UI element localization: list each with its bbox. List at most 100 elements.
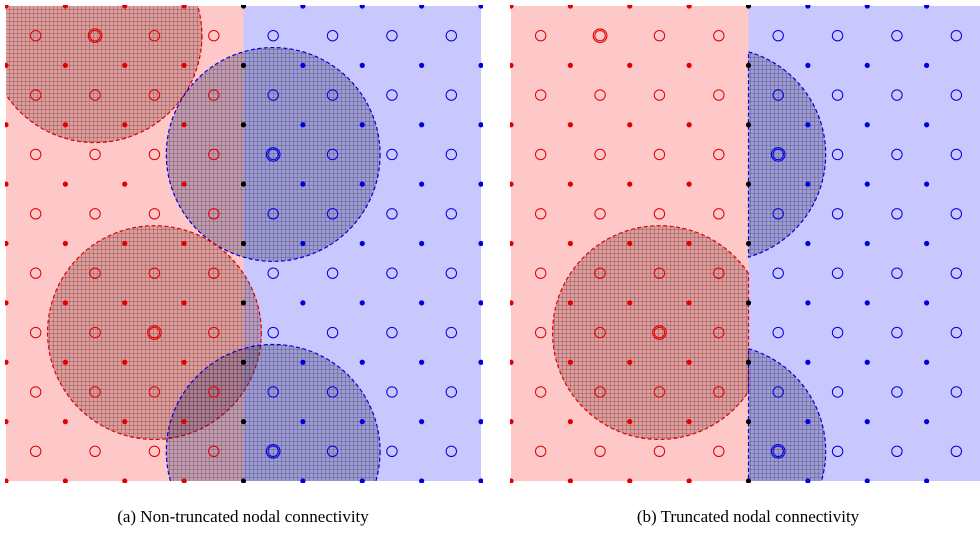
support-center-4	[770, 443, 786, 459]
node-dot	[240, 240, 247, 247]
node-dot	[924, 240, 930, 247]
nodes	[5, 5, 483, 483]
node-dot	[300, 419, 306, 425]
node-dot	[924, 62, 930, 68]
integration-point	[713, 445, 725, 458]
node-dot	[5, 62, 9, 68]
node-dot	[510, 240, 514, 247]
integration-point	[89, 386, 101, 398]
integration-point	[89, 208, 101, 220]
node-dot	[805, 5, 811, 9]
node-dot	[805, 359, 811, 365]
node-dot	[478, 240, 483, 247]
integration-point	[89, 326, 101, 339]
integration-point	[831, 445, 844, 458]
node-dot	[359, 240, 365, 247]
integration-point	[386, 326, 398, 339]
integration-point	[445, 267, 458, 279]
integration-point	[148, 208, 161, 220]
integration-point	[326, 445, 339, 458]
support-domains	[551, 50, 827, 481]
integration-point	[831, 89, 844, 101]
node-dot	[300, 300, 306, 306]
node-dot	[5, 122, 9, 128]
node-dot	[419, 5, 425, 9]
node-dot	[359, 359, 365, 365]
integration-point	[208, 267, 220, 279]
support-center-2	[770, 147, 786, 162]
integration-point	[831, 148, 844, 161]
integration-point	[267, 29, 279, 42]
integration-point	[89, 89, 101, 101]
integration-point	[267, 267, 279, 279]
support-center-1	[592, 28, 608, 44]
node-dot	[181, 5, 187, 9]
integration-point	[950, 208, 963, 220]
node-dot	[805, 62, 811, 68]
integration-point	[148, 386, 161, 398]
node-dot	[686, 5, 692, 9]
integration-point	[445, 89, 458, 101]
integration-point	[713, 89, 725, 101]
integration-point	[713, 267, 725, 279]
node-dot	[627, 62, 633, 68]
node-dot	[510, 359, 514, 365]
integration-point	[950, 267, 963, 279]
node-dot	[181, 122, 187, 128]
node-dot	[181, 478, 187, 483]
support-outline-3	[46, 225, 262, 441]
node-dot	[478, 419, 483, 425]
node-dot	[300, 122, 306, 128]
node-dot	[686, 181, 692, 187]
node-dot	[5, 300, 9, 306]
node-dot	[510, 419, 514, 425]
node-dot	[122, 300, 128, 306]
node-dot	[5, 240, 9, 247]
node-dot	[62, 5, 68, 9]
nodes	[510, 5, 930, 483]
node-dot	[805, 240, 811, 247]
integration-point	[148, 326, 161, 339]
node-dot	[419, 359, 425, 365]
integration-point	[772, 267, 784, 279]
node-dot	[745, 62, 752, 68]
node-dot	[62, 300, 68, 306]
node-dot	[510, 62, 514, 68]
integration-point	[653, 89, 666, 101]
support-outline-3	[551, 225, 750, 440]
integration-point	[208, 89, 220, 101]
integration-point	[594, 326, 606, 339]
integration-point	[534, 89, 547, 101]
node-dot	[359, 5, 365, 9]
node-dot	[240, 300, 247, 306]
integration-point	[386, 29, 398, 42]
node-dot	[478, 62, 483, 68]
integration-point	[653, 445, 666, 458]
integration-point	[267, 445, 279, 458]
integration-point	[29, 148, 42, 161]
node-dot	[510, 300, 514, 306]
panel-truncated	[510, 5, 980, 483]
integration-point	[386, 208, 398, 220]
node-dot	[419, 419, 425, 425]
node-dot	[510, 5, 514, 9]
node-dot	[122, 359, 128, 365]
node-dot	[419, 300, 425, 306]
support-center-4	[265, 443, 281, 459]
integration-point	[594, 89, 606, 101]
integration-point	[89, 267, 101, 279]
integration-point	[831, 386, 844, 398]
node-dot	[419, 478, 425, 483]
node-dot	[510, 478, 514, 483]
integration-point	[772, 148, 784, 161]
integration-points	[29, 28, 458, 459]
integration-point	[831, 208, 844, 220]
support-domains	[6, 6, 381, 481]
integration-point	[208, 386, 220, 398]
support-hatch-2	[748, 51, 826, 258]
diagram-truncated	[510, 5, 980, 483]
node-dot	[478, 478, 483, 483]
node-dot	[805, 478, 811, 483]
node-dot	[122, 181, 128, 187]
node-dot	[300, 359, 306, 365]
